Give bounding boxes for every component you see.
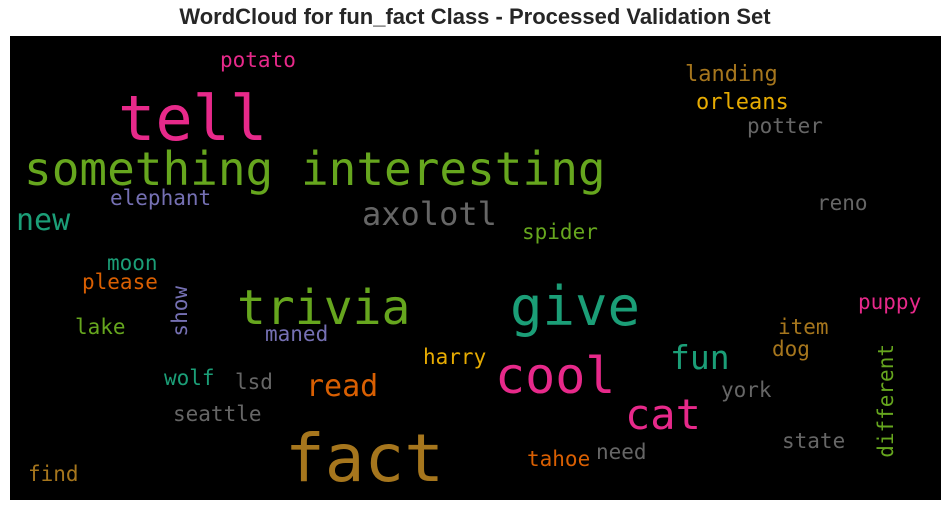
- word-fun: fun: [670, 338, 730, 377]
- word-give: give: [510, 275, 641, 338]
- word-maned: maned: [265, 322, 329, 346]
- word-state: state: [782, 429, 846, 453]
- word-please: please: [82, 270, 158, 294]
- word-read: read: [306, 369, 379, 404]
- word-wolf: wolf: [164, 366, 215, 390]
- word-spider: spider: [522, 220, 598, 244]
- word-show: show: [168, 286, 192, 337]
- word-axolotl: axolotl: [362, 195, 497, 233]
- word-puppy: puppy: [858, 290, 922, 314]
- word-lake: lake: [75, 315, 126, 339]
- word-harry: harry: [423, 345, 487, 369]
- word-item: item: [778, 315, 829, 339]
- wordcloud-canvas: fact tell something interesting give trivia c…: [10, 36, 941, 500]
- word-cool: cool: [495, 347, 616, 405]
- word-potato: potato: [220, 48, 296, 72]
- word-find: find: [28, 462, 79, 486]
- chart-title: WordCloud for fun_fact Class - Processed…: [179, 4, 771, 29]
- word-lsd: lsd: [235, 370, 273, 394]
- word-elephant: elephant: [110, 186, 212, 210]
- word-york: york: [721, 378, 772, 402]
- word-fact: fact: [285, 420, 444, 497]
- word-different: different: [874, 344, 898, 458]
- word-need: need: [596, 440, 647, 464]
- word-seattle: seattle: [173, 402, 262, 426]
- word-orleans: orleans: [696, 90, 789, 115]
- word-tell: tell: [118, 82, 268, 155]
- word-cat: cat: [625, 390, 701, 439]
- word-new: new: [16, 203, 71, 238]
- word-potter: potter: [747, 114, 823, 138]
- word-reno: reno: [817, 191, 868, 215]
- word-tahoe: tahoe: [527, 447, 591, 471]
- word-trivia: trivia: [237, 280, 411, 336]
- word-landing: landing: [685, 62, 778, 87]
- word-moon: moon: [107, 251, 158, 275]
- word-dog: dog: [772, 337, 810, 361]
- word-something-interesting: something interesting: [24, 142, 606, 196]
